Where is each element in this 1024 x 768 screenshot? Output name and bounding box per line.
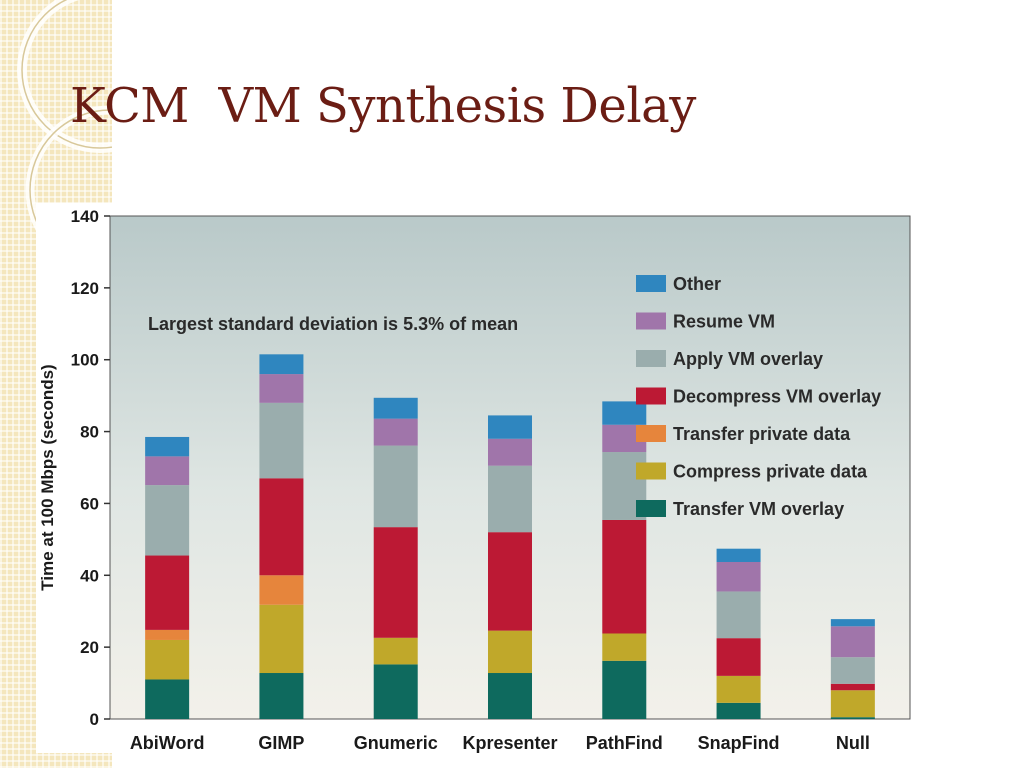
bar-segment	[145, 485, 190, 556]
bar-segment	[145, 456, 190, 486]
bar-segment	[830, 717, 875, 719]
y-axis-title: Time at 100 Mbps (seconds)	[38, 364, 57, 590]
bar-segment	[602, 660, 647, 719]
x-category-label: PathFind	[586, 733, 663, 753]
bar-segment	[716, 675, 761, 703]
y-axis: 0 20 40 60 80 100 120 140	[71, 207, 110, 729]
bar-segment	[373, 527, 418, 638]
legend-label: Resume VM	[673, 312, 775, 332]
decorative-arcs	[17, 0, 112, 260]
legend-label: Decompress VM overlay	[673, 387, 881, 407]
x-axis-category-labels: AbiWord GIMP Gnumeric Kpresenter PathFind Sna…	[130, 733, 870, 753]
bar-segment	[373, 418, 418, 446]
y-tick-label: 60	[80, 494, 99, 513]
bar-segment	[716, 591, 761, 639]
bar-segment	[488, 465, 532, 533]
bar-segment	[145, 639, 190, 680]
bar-segment	[488, 415, 532, 439]
bar-segment	[488, 673, 532, 719]
x-category-label: GIMP	[258, 733, 304, 753]
legend-swatch	[636, 275, 666, 292]
x-category-label: AbiWord	[130, 733, 205, 753]
annotation-text: Largest standard deviation is 5.3% of me…	[148, 314, 518, 334]
bar-segment	[373, 637, 418, 665]
stacked-bar-chart: 0 20 40 60 80 100 120 140 AbiWord GIMP Gnumeric Kp…	[38, 207, 911, 753]
y-tick-label: 120	[71, 279, 99, 298]
y-tick-label: 80	[80, 423, 99, 442]
bar-segment	[602, 633, 647, 661]
bar-segment	[373, 397, 418, 419]
bar-segment	[830, 683, 875, 691]
legend-label: Other	[673, 274, 721, 294]
bar-segment	[830, 619, 875, 627]
y-tick-label: 0	[90, 710, 99, 729]
bar-segment	[716, 702, 761, 719]
legend-swatch	[636, 387, 666, 405]
legend-swatch	[636, 425, 666, 442]
bar-segment	[259, 402, 304, 479]
page-title: KCM VM Synthesis Delay	[70, 78, 696, 134]
legend-swatch	[636, 312, 666, 330]
x-category-label: Gnumeric	[354, 733, 438, 753]
bar-segment	[716, 561, 761, 592]
bar-segment	[488, 630, 532, 674]
y-tick-label: 140	[71, 207, 99, 226]
bar-segment	[259, 604, 304, 674]
bar-segment	[830, 690, 875, 718]
bar-segment	[830, 626, 875, 658]
bar-segment	[145, 555, 190, 630]
bar-segment	[602, 401, 647, 425]
legend: Other Resume VM Apply VM overlay Decompress…	[636, 274, 881, 519]
legend-swatch	[636, 350, 666, 367]
y-tick-label: 40	[80, 566, 99, 585]
chart-panel: 0 20 40 60 80 100 120 140 AbiWord GIMP Gnumeric Kp…	[36, 203, 926, 753]
x-category-label: Null	[836, 733, 870, 753]
legend-label: Compress private data	[673, 462, 868, 482]
x-category-label: Kpresenter	[462, 733, 557, 753]
bar-segment	[373, 664, 418, 719]
bar-segment	[373, 445, 418, 528]
bar-segment	[716, 548, 761, 562]
legend-swatch	[636, 500, 666, 517]
legend-swatch	[636, 462, 666, 480]
bar-segment	[259, 374, 304, 403]
bar-segment	[259, 673, 304, 719]
bar-segment	[488, 438, 532, 466]
y-tick-label: 20	[80, 638, 99, 657]
bar-segment	[259, 575, 304, 605]
legend-label: Transfer private data	[673, 424, 851, 444]
bar-segment	[145, 679, 190, 719]
y-tick-label: 100	[71, 351, 99, 370]
bar-segment	[145, 436, 190, 457]
bar-segment	[259, 354, 304, 375]
bar-segment	[602, 519, 647, 634]
x-category-label: SnapFind	[698, 733, 780, 753]
bars	[145, 354, 875, 719]
bar-segment	[488, 532, 532, 631]
bar-segment	[830, 657, 875, 684]
bar-segment	[716, 638, 761, 676]
bar-segment	[259, 478, 304, 576]
legend-label: Transfer VM overlay	[673, 499, 844, 519]
legend-label: Apply VM overlay	[673, 349, 823, 369]
bar-segment	[145, 629, 190, 640]
